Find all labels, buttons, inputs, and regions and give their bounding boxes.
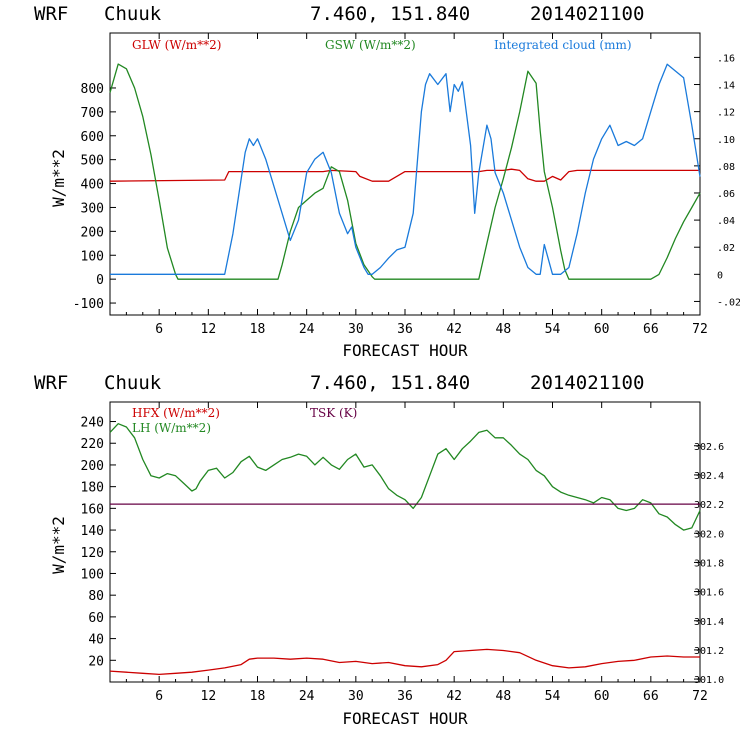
bottom-init-label: 2014021100 — [530, 372, 644, 394]
bottom-ytick-label: 80 — [88, 589, 104, 604]
bottom-ytick-label: 60 — [88, 611, 104, 626]
bottom-ytick-label: 140 — [81, 524, 104, 539]
top-init-label: 2014021100 — [530, 3, 644, 25]
top-legend-gsw: GSW (W/m**2) — [325, 38, 416, 52]
bottom-series-group — [109, 423, 701, 676]
top-y2tick-label: .16 — [717, 53, 735, 64]
bottom-ytick-label: 200 — [81, 459, 104, 474]
top-y2tick-label: 0 — [717, 270, 723, 281]
bottom-y2tick-label: 302.4 — [694, 471, 724, 482]
top-ytick-label: 800 — [81, 82, 104, 97]
top-ytick-label: 100 — [81, 249, 104, 264]
bottom-y2tick-label: 302.2 — [694, 500, 724, 511]
top-plot-frame — [109, 32, 701, 316]
bottom-xtick-label: 6 — [155, 689, 163, 704]
top-ytick-label: 500 — [81, 154, 104, 169]
bottom-plot-frame — [109, 401, 701, 683]
bottom-model-label: WRF — [34, 372, 68, 394]
bottom-xtick-label: 66 — [643, 689, 659, 704]
top-xtick-label: 60 — [594, 322, 610, 337]
top-xtick-label: 12 — [201, 322, 217, 337]
top-xtick-label: 48 — [496, 322, 512, 337]
top-ylabel: W/m**2 — [49, 149, 68, 207]
bottom-xtick-label: 42 — [446, 689, 462, 704]
top-ytick-label: 600 — [81, 130, 104, 145]
bottom-xtick-label: 12 — [201, 689, 217, 704]
bottom-xtick-label: 24 — [299, 689, 315, 704]
bottom-y2tick-label: 301.6 — [694, 588, 724, 599]
bottom-ytick-label: 40 — [88, 633, 104, 648]
bottom-xlabel: FORECAST HOUR — [342, 709, 468, 728]
bottom-ytick-label: 240 — [81, 416, 104, 431]
top-xtick-label: 54 — [545, 322, 561, 337]
top-ytick-label: 700 — [81, 106, 104, 121]
bottom-legend-hfx: HFX (W/m**2) — [132, 406, 220, 420]
top-y2tick-label: .04 — [717, 216, 735, 227]
bottom-y2tick-label: 301.4 — [694, 617, 724, 628]
top-ytick-label: 400 — [81, 178, 104, 193]
bottom-y2tick-label: 301.0 — [694, 675, 724, 686]
top-xtick-label: 6 — [155, 322, 163, 337]
top-xlabel: FORECAST HOUR — [342, 341, 468, 360]
bottom-xtick-label: 72 — [692, 689, 708, 704]
top-coords-label: 7.460, 151.840 — [310, 3, 470, 25]
top-series-glw — [109, 168, 700, 182]
bottom-y2tick-label: 302.0 — [694, 529, 724, 540]
bottom-panel: WRF Chuuk 7.460, 151.840 2014021100 6 12 1… — [34, 372, 724, 728]
bottom-ytick-label: 120 — [81, 546, 104, 561]
bottom-xtick-label: 36 — [397, 689, 413, 704]
top-ytick-label: 300 — [81, 201, 104, 216]
bottom-ytick-label: 220 — [81, 437, 104, 452]
top-series-integrated — [110, 63, 701, 275]
bottom-ylabel: W/m**2 — [49, 516, 68, 574]
top-ytick-label: 0 — [96, 273, 104, 288]
top-xtick-label: 72 — [692, 322, 708, 337]
top-y2tick-label: .08 — [717, 162, 735, 173]
top-y2tick-label: .14 — [717, 81, 735, 92]
bottom-y2tick-label: 301.2 — [694, 646, 724, 657]
top-legend-cloud: Integrated cloud (mm) — [494, 38, 632, 52]
top-y2tick-label: .02 — [717, 243, 735, 254]
bottom-y2tick-label: 302.6 — [694, 442, 724, 453]
bottom-ytick-label: 20 — [88, 654, 104, 669]
top-y2tick-label: .06 — [717, 189, 735, 200]
bottom-y2tick-label: 301.8 — [694, 558, 724, 569]
bottom-xtick-label: 48 — [496, 689, 512, 704]
bottom-legend-tsk: TSK (K) — [310, 406, 357, 420]
bottom-ytick-label: 160 — [81, 502, 104, 517]
top-station-label: Chuuk — [104, 3, 162, 25]
bottom-series-hfx — [109, 648, 700, 676]
top-xtick-label: 66 — [643, 322, 659, 337]
top-ytick-label: -100 — [73, 297, 104, 312]
top-xtick-label: 36 — [397, 322, 413, 337]
top-xtick-label: 42 — [446, 322, 462, 337]
bottom-xtick-label: 60 — [594, 689, 610, 704]
top-panel: WRF Chuuk 7.460, 151.840 2014021100 6 12 1… — [34, 3, 740, 360]
top-xtick-label: 24 — [299, 322, 315, 337]
top-ticks: 6 12 18 24 30 36 42 48 54 60 66 72 -100 0 100 200 300 400… — [73, 33, 740, 337]
bottom-series-lh — [109, 423, 701, 531]
bottom-ytick-label: 180 — [81, 481, 104, 496]
top-model-label: WRF — [34, 3, 68, 25]
top-y2tick-label: .10 — [717, 135, 735, 146]
top-y2tick-label: -.02 — [717, 297, 740, 308]
bottom-ticks: 6 12 18 24 30 36 42 48 54 60 66 72 20 40 60 80 100 120 140… — [81, 402, 724, 704]
top-xtick-label: 30 — [348, 322, 364, 337]
bottom-legend-lh: LH (W/m**2) — [132, 421, 211, 435]
top-ytick-label: 200 — [81, 225, 104, 240]
top-y2tick-label: .12 — [717, 108, 735, 119]
top-series-group — [109, 63, 701, 280]
bottom-coords-label: 7.460, 151.840 — [310, 372, 470, 394]
bottom-xtick-label: 30 — [348, 689, 364, 704]
bottom-xtick-label: 54 — [545, 689, 561, 704]
bottom-xtick-label: 18 — [250, 689, 266, 704]
top-xtick-label: 18 — [250, 322, 266, 337]
top-legend-glw: GLW (W/m**2) — [132, 38, 221, 52]
bottom-station-label: Chuuk — [104, 372, 162, 394]
bottom-ytick-label: 100 — [81, 567, 104, 582]
top-series-gsw — [109, 63, 701, 280]
